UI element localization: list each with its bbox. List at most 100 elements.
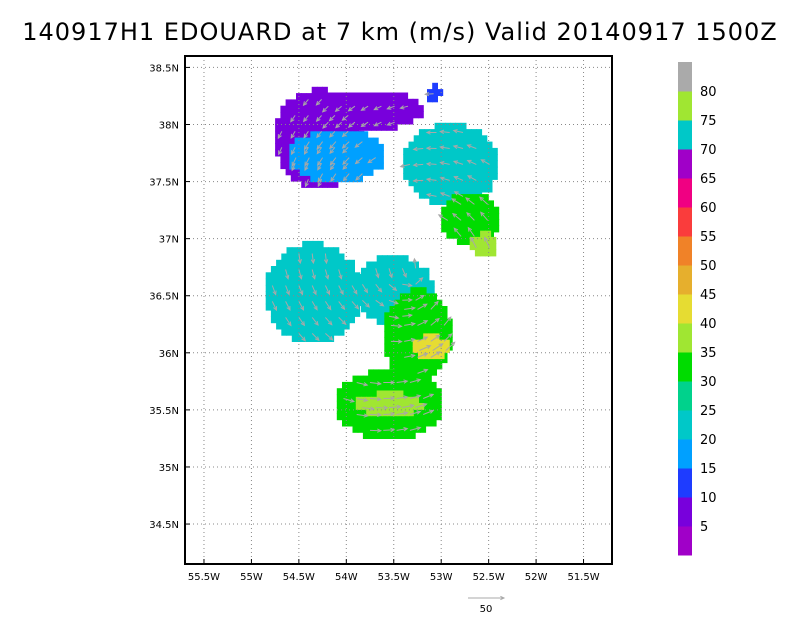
grid-lines — [185, 56, 612, 564]
wind-cell — [439, 173, 446, 180]
wind-cell — [483, 194, 489, 201]
wind-cell — [381, 286, 388, 294]
wind-cell — [441, 312, 448, 320]
wind-vector-arrow — [445, 341, 456, 351]
wind-cell — [331, 143, 337, 151]
wind-cell — [312, 266, 319, 273]
wind-cell — [291, 297, 298, 305]
wind-cell — [381, 274, 388, 281]
wind-cell — [399, 293, 406, 301]
wind-cell — [439, 135, 446, 143]
wind-cell — [342, 419, 348, 427]
wind-cell — [383, 413, 390, 421]
wind-vector-arrow — [311, 285, 317, 296]
wind-cell — [290, 124, 297, 132]
wind-cell — [338, 259, 345, 267]
wind-cell — [371, 403, 378, 410]
wind-cell — [439, 185, 446, 193]
wind-cell — [428, 286, 435, 294]
wind-cell — [425, 388, 432, 396]
wind-cell — [281, 272, 288, 280]
wind-cell — [285, 143, 292, 151]
wind-cell — [376, 117, 382, 125]
wind-cell — [275, 124, 281, 132]
wind-cell — [291, 291, 298, 299]
wind-cell — [446, 206, 453, 214]
wind-cell — [445, 135, 451, 143]
wind-cell — [429, 154, 436, 162]
wind-cell — [376, 409, 383, 417]
wind-cell — [333, 316, 340, 324]
wind-cell — [310, 150, 317, 158]
wind-cell — [394, 306, 401, 313]
wind-cell — [405, 306, 411, 313]
wind-cell — [480, 236, 486, 244]
wind-cell — [302, 328, 308, 336]
wind-cell — [365, 98, 372, 106]
wind-vector-arrow — [402, 297, 413, 303]
wind-cell — [338, 253, 345, 261]
wind-vector-arrow — [369, 381, 382, 386]
wind-cell — [420, 324, 427, 332]
wind-cell — [307, 310, 314, 317]
wind-cell — [333, 297, 340, 305]
wind-cell — [446, 213, 453, 220]
colorbar-label: 50 — [700, 259, 717, 274]
wind-cell — [333, 247, 340, 255]
x-tick-label: 55W — [240, 572, 263, 583]
wind-cell — [465, 166, 472, 174]
wind-vector-arrow — [425, 146, 437, 151]
wind-cell — [429, 166, 436, 174]
wind-cell — [346, 169, 353, 176]
wind-cell — [413, 185, 420, 193]
wind-cell — [286, 328, 293, 336]
wind-cell — [429, 135, 436, 143]
wind-cell — [324, 105, 330, 112]
wind-cell — [285, 149, 292, 157]
wind-cell — [412, 339, 419, 347]
wind-cell — [455, 179, 462, 187]
wind-cell — [387, 261, 393, 269]
wind-vector-arrow — [285, 285, 290, 296]
wind-cell — [397, 267, 404, 275]
wind-cell — [280, 155, 287, 163]
wind-cell — [392, 396, 399, 404]
colorbar-swatch — [678, 323, 692, 353]
wind-vector-arrow — [466, 159, 477, 165]
wind-vector-arrow — [466, 144, 477, 149]
wind-cell — [297, 266, 303, 273]
wind-cell — [381, 111, 388, 119]
wind-cell — [424, 191, 430, 199]
wind-cell — [384, 312, 391, 320]
wind-cell — [425, 407, 432, 414]
wind-cell — [310, 175, 317, 183]
wind-vector-arrow — [316, 147, 323, 155]
wind-cell — [460, 185, 467, 193]
wind-cell — [323, 247, 329, 255]
wind-cell — [387, 409, 393, 417]
wind-cell — [323, 316, 329, 324]
wind-cell — [294, 137, 301, 145]
wind-cell — [347, 419, 354, 427]
wind-cell — [418, 179, 425, 187]
wind-cell — [366, 267, 372, 275]
wind-vector-arrow — [342, 173, 350, 182]
wind-vector-arrow — [342, 162, 349, 170]
wind-region-northeast-band — [403, 122, 498, 205]
wind-cell — [342, 388, 348, 396]
wind-cell — [408, 396, 414, 404]
wind-cell — [365, 105, 372, 112]
wind-cell — [307, 297, 314, 305]
wind-cell — [434, 166, 441, 174]
wind-cell — [420, 413, 427, 421]
wind-cell — [336, 137, 343, 145]
wind-cell — [472, 206, 479, 214]
x-axis: 55.5W 55W 54.5W 54W 53.5W 53W 52.5W 52W 51.5W — [188, 559, 600, 583]
wind-cell — [465, 154, 472, 162]
wind-cell — [408, 267, 414, 275]
wind-cell — [404, 375, 411, 383]
wind-cell — [291, 259, 298, 267]
wind-cell — [355, 403, 362, 410]
wind-cell — [460, 179, 467, 187]
wind-cell — [389, 362, 396, 370]
